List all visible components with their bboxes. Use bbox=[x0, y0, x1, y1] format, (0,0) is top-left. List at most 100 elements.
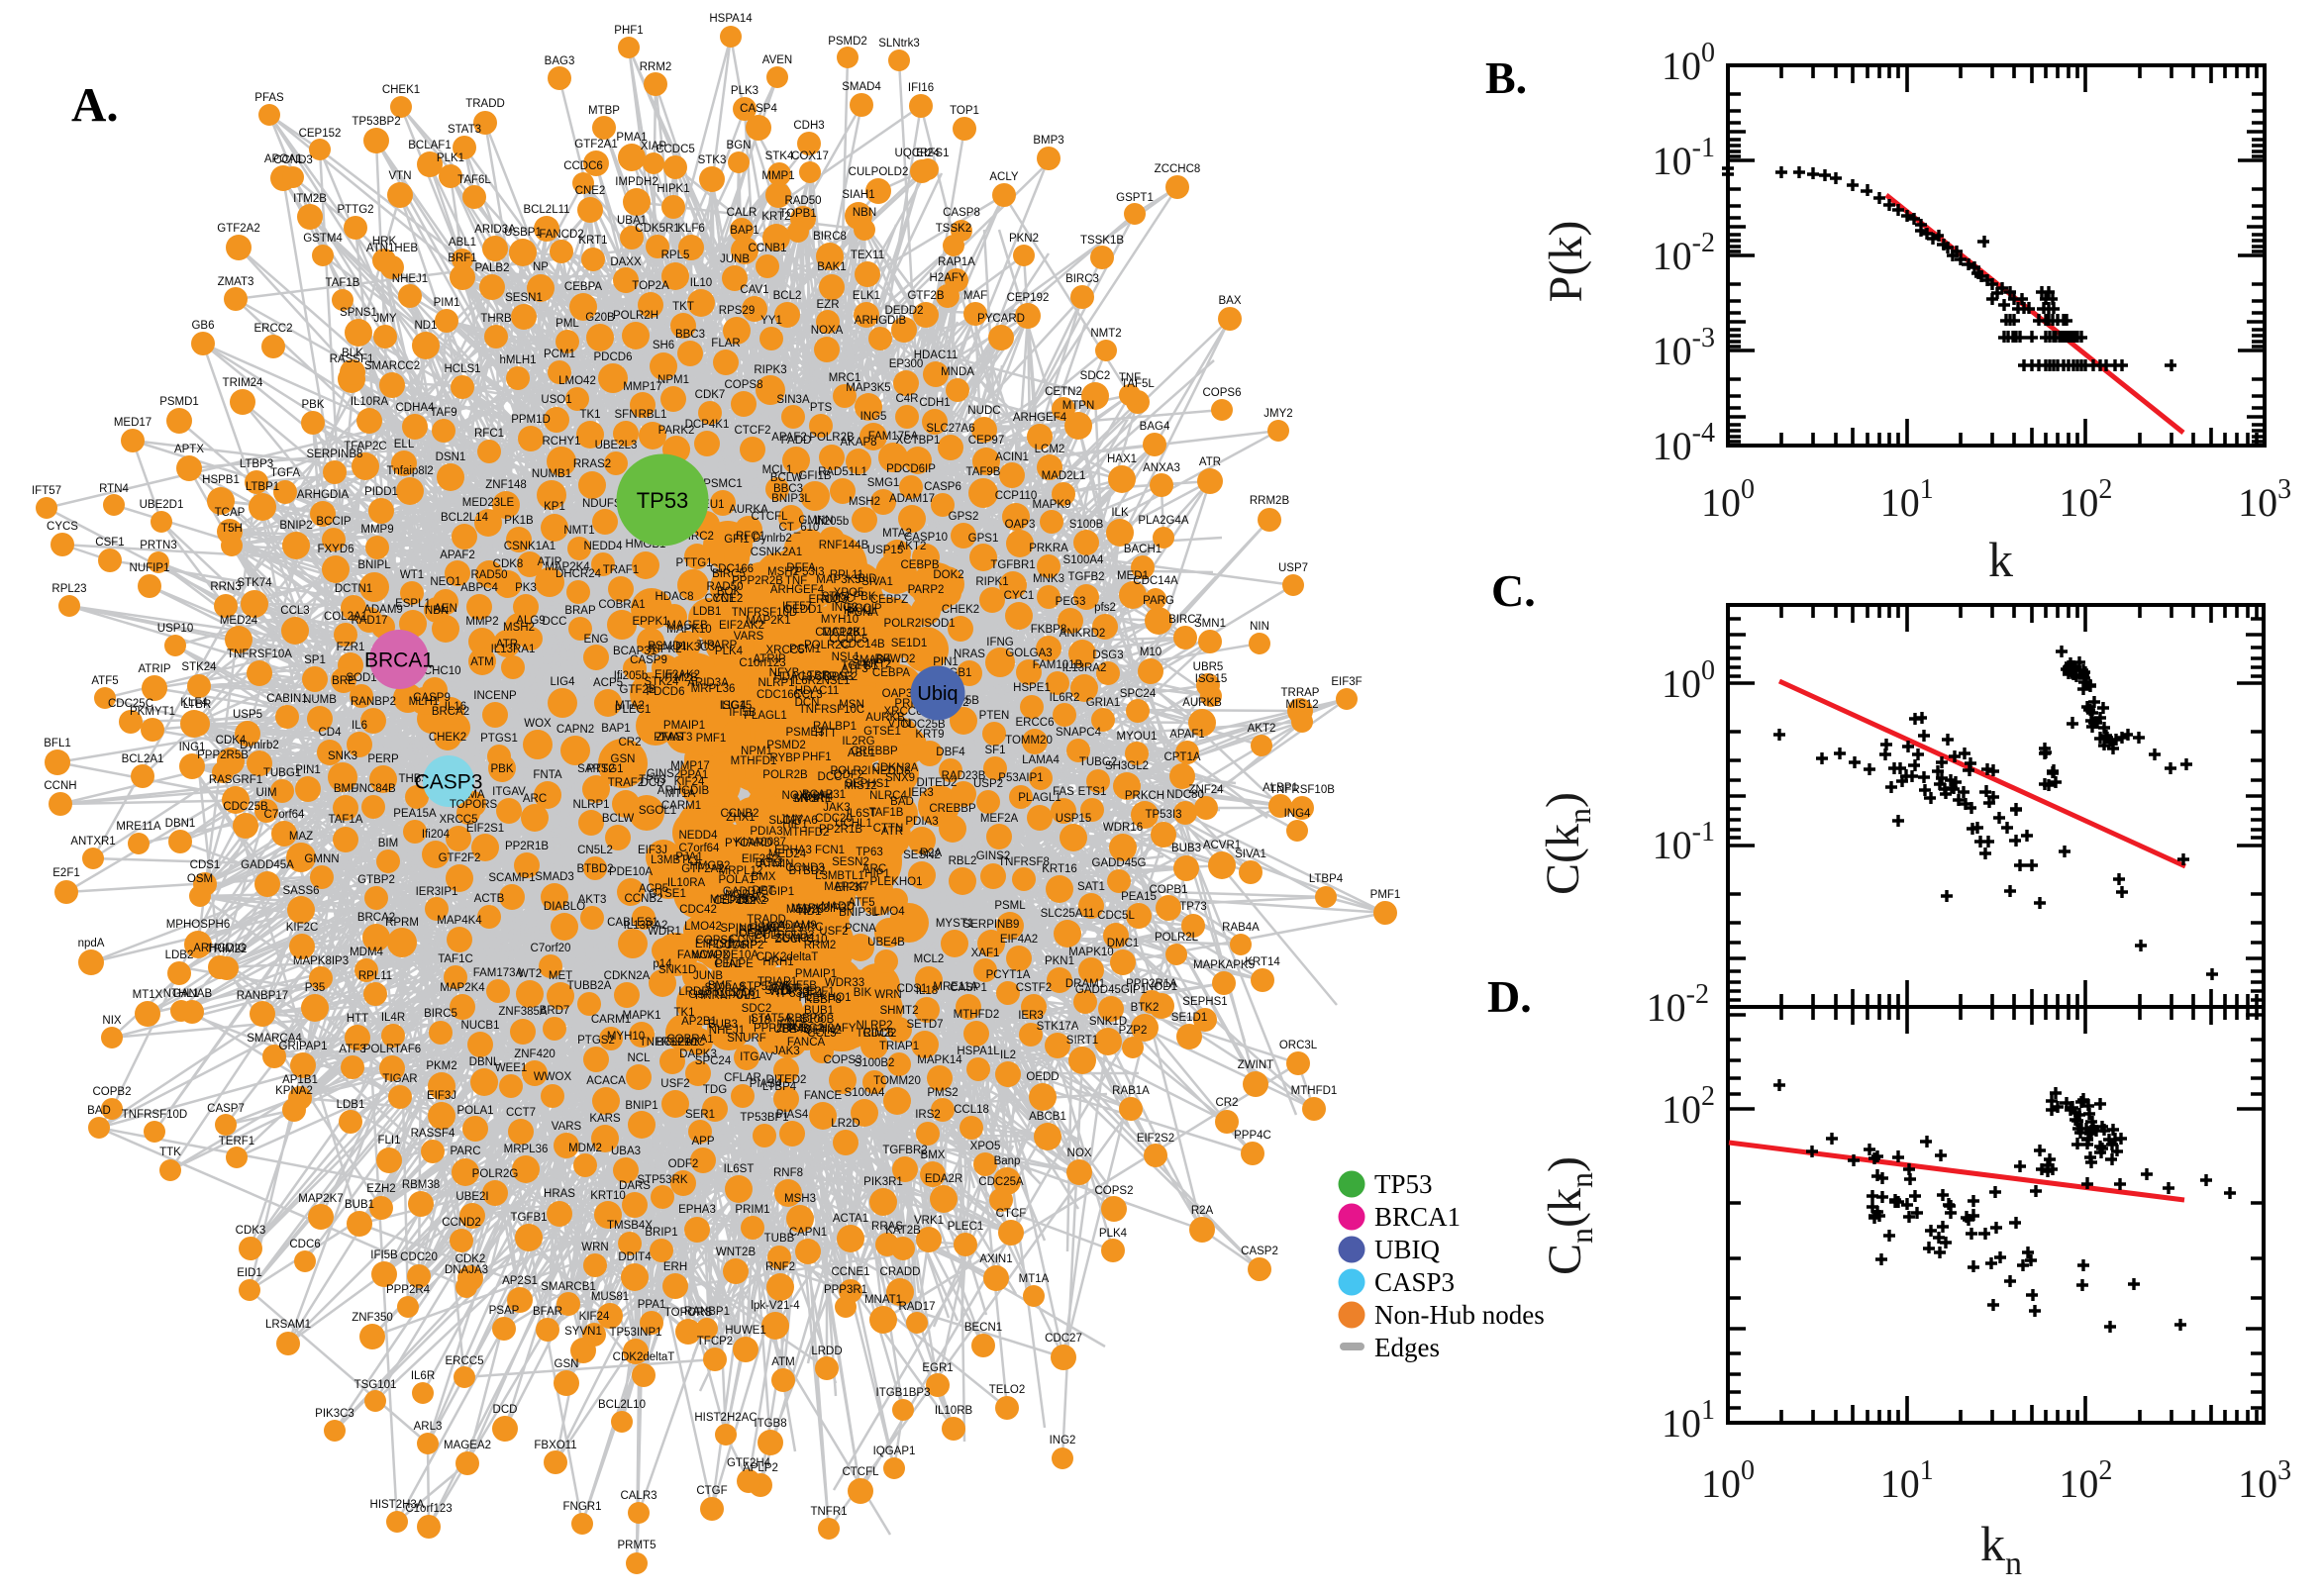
svg-text:BNIP3L: BNIP3L bbox=[839, 907, 878, 919]
svg-text:BMP3: BMP3 bbox=[1033, 135, 1063, 147]
svg-text:XPO5: XPO5 bbox=[834, 587, 864, 599]
svg-text:E2F1: E2F1 bbox=[52, 867, 80, 879]
svg-text:ABPC4: ABPC4 bbox=[460, 582, 498, 594]
svg-text:HAX1: HAX1 bbox=[1107, 453, 1137, 465]
svg-text:BIK: BIK bbox=[854, 987, 872, 999]
svg-text:IL10RB: IL10RB bbox=[935, 1405, 973, 1417]
svg-text:MNAT1: MNAT1 bbox=[864, 1294, 902, 1306]
svg-text:RALBP1: RALBP1 bbox=[813, 721, 857, 733]
svg-text:HIP1: HIP1 bbox=[782, 819, 808, 831]
svg-text:EIF2S1: EIF2S1 bbox=[466, 823, 504, 835]
svg-text:PLK4: PLK4 bbox=[715, 646, 744, 657]
svg-text:LMO4: LMO4 bbox=[873, 906, 905, 918]
svg-text:ALBP1: ALBP1 bbox=[1262, 782, 1298, 794]
svg-text:FLAR: FLAR bbox=[711, 338, 740, 349]
svg-text:NBN: NBN bbox=[425, 605, 449, 617]
svg-text:PKM2: PKM2 bbox=[426, 1060, 456, 1072]
svg-text:STK4: STK4 bbox=[822, 591, 851, 603]
svg-text:MAP2K7: MAP2K7 bbox=[298, 1193, 343, 1205]
svg-text:USBP1: USBP1 bbox=[504, 227, 542, 239]
svg-text:TRIM22: TRIM22 bbox=[207, 944, 248, 955]
svg-text:SPIN1: SPIN1 bbox=[720, 923, 753, 935]
svg-text:BFL1: BFL1 bbox=[44, 738, 71, 749]
svg-text:SPC24: SPC24 bbox=[695, 1055, 732, 1067]
svg-text:GRIPAP1: GRIPAP1 bbox=[279, 1041, 328, 1052]
svg-text:SESN1: SESN1 bbox=[505, 292, 543, 304]
svg-text:MTHFD1: MTHFD1 bbox=[1291, 1085, 1338, 1097]
svg-text:PLAGL1: PLAGL1 bbox=[1018, 792, 1060, 804]
svg-text:STK24: STK24 bbox=[181, 661, 217, 673]
svg-text:DCD: DCD bbox=[493, 1404, 518, 1416]
svg-text:BCCIP: BCCIP bbox=[847, 603, 881, 615]
svg-text:APAF2: APAF2 bbox=[771, 432, 807, 444]
svg-text:KIF24: KIF24 bbox=[674, 776, 705, 788]
svg-text:MIS12: MIS12 bbox=[1285, 699, 1318, 711]
svg-text:MYOU1: MYOU1 bbox=[1117, 731, 1158, 743]
svg-text:SNK3: SNK3 bbox=[328, 750, 357, 762]
svg-text:BCLW: BCLW bbox=[770, 472, 803, 484]
svg-text:PIK3C3: PIK3C3 bbox=[675, 642, 715, 653]
svg-text:SOD1: SOD1 bbox=[346, 672, 376, 684]
svg-text:TTK: TTK bbox=[159, 1147, 181, 1158]
svg-text:GANAB: GANAB bbox=[172, 988, 213, 1000]
svg-text:NOD1: NOD1 bbox=[1146, 981, 1177, 993]
svg-text:SARS2: SARS2 bbox=[577, 763, 615, 775]
svg-text:NBN: NBN bbox=[853, 207, 876, 219]
svg-text:POLA1: POLA1 bbox=[718, 874, 755, 886]
svg-text:AKT3: AKT3 bbox=[578, 894, 607, 906]
svg-text:ING2: ING2 bbox=[1050, 1435, 1076, 1446]
svg-text:PIAS4: PIAS4 bbox=[750, 1078, 782, 1090]
svg-text:SOD1: SOD1 bbox=[924, 618, 955, 630]
svg-text:VTN: VTN bbox=[389, 170, 412, 182]
svg-text:PIN1: PIN1 bbox=[933, 656, 959, 668]
svg-text:APP: APP bbox=[691, 1136, 714, 1147]
svg-text:KRT16: KRT16 bbox=[1042, 863, 1077, 875]
svg-text:PMAIP1: PMAIP1 bbox=[663, 720, 705, 732]
svg-text:ILK: ILK bbox=[1111, 507, 1129, 519]
svg-text:MAPK9: MAPK9 bbox=[1033, 499, 1071, 511]
svg-text:NLRP1: NLRP1 bbox=[572, 799, 609, 811]
svg-text:CREBBP: CREBBP bbox=[929, 803, 976, 815]
svg-text:RAD50: RAD50 bbox=[706, 581, 743, 593]
svg-text:BTBD2: BTBD2 bbox=[576, 863, 613, 875]
svg-text:ACACA: ACACA bbox=[586, 1075, 626, 1087]
svg-text:CCND3: CCND3 bbox=[273, 154, 313, 166]
svg-text:TNFRSF10C: TNFRSF10C bbox=[799, 704, 864, 716]
svg-text:GADD45GIP1: GADD45GIP1 bbox=[1075, 984, 1147, 996]
svg-text:BBC3: BBC3 bbox=[675, 329, 705, 341]
svg-text:PK1B: PK1B bbox=[504, 515, 534, 527]
svg-text:BCL2L10: BCL2L10 bbox=[598, 1399, 646, 1411]
svg-text:MNDA: MNDA bbox=[941, 366, 974, 378]
svg-text:MAF: MAF bbox=[963, 290, 987, 302]
svg-text:CT_610: CT_610 bbox=[779, 522, 820, 534]
svg-text:PHF1: PHF1 bbox=[614, 25, 643, 37]
svg-text:EZH2: EZH2 bbox=[366, 1183, 395, 1195]
svg-text:AP2B1: AP2B1 bbox=[681, 1016, 717, 1028]
svg-text:XRCC5: XRCC5 bbox=[766, 645, 805, 656]
svg-text:SER1: SER1 bbox=[685, 1109, 715, 1121]
svg-text:TIPARP: TIPARP bbox=[697, 640, 738, 651]
svg-text:GSPT1: GSPT1 bbox=[1116, 192, 1154, 204]
svg-text:NFYB: NFYB bbox=[769, 667, 800, 679]
svg-text:POLA1: POLA1 bbox=[456, 1105, 493, 1117]
svg-text:Ifi205b: Ifi205b bbox=[815, 516, 850, 528]
svg-text:CDK2: CDK2 bbox=[737, 895, 767, 907]
svg-text:RANBP17: RANBP17 bbox=[237, 990, 288, 1002]
svg-text:POLR2I: POLR2I bbox=[831, 765, 871, 777]
svg-text:CCNB2: CCNB2 bbox=[625, 893, 663, 905]
svg-text:TAF9B: TAF9B bbox=[966, 466, 1001, 478]
svg-text:PLEC1: PLEC1 bbox=[948, 1221, 983, 1233]
svg-text:PLA2G4A: PLA2G4A bbox=[1138, 515, 1188, 527]
svg-text:MAPKAPK5: MAPKAPK5 bbox=[1193, 959, 1255, 971]
svg-text:MSH3: MSH3 bbox=[784, 1193, 816, 1205]
svg-text:SYVN1: SYVN1 bbox=[564, 1326, 602, 1338]
svg-text:IL13RA1: IL13RA1 bbox=[491, 644, 536, 655]
svg-text:MEF2A: MEF2A bbox=[980, 813, 1019, 825]
svg-text:SNK1D: SNK1D bbox=[658, 964, 696, 976]
svg-text:IL6ST: IL6ST bbox=[847, 808, 877, 820]
svg-text:Non-Hub nodes: Non-Hub nodes bbox=[1374, 1300, 1545, 1330]
svg-text:DBNL: DBNL bbox=[469, 1056, 500, 1068]
svg-text:CD4: CD4 bbox=[318, 727, 342, 739]
svg-text:TUBG2: TUBG2 bbox=[1079, 756, 1117, 768]
svg-text:NDUFS1: NDUFS1 bbox=[582, 498, 628, 510]
